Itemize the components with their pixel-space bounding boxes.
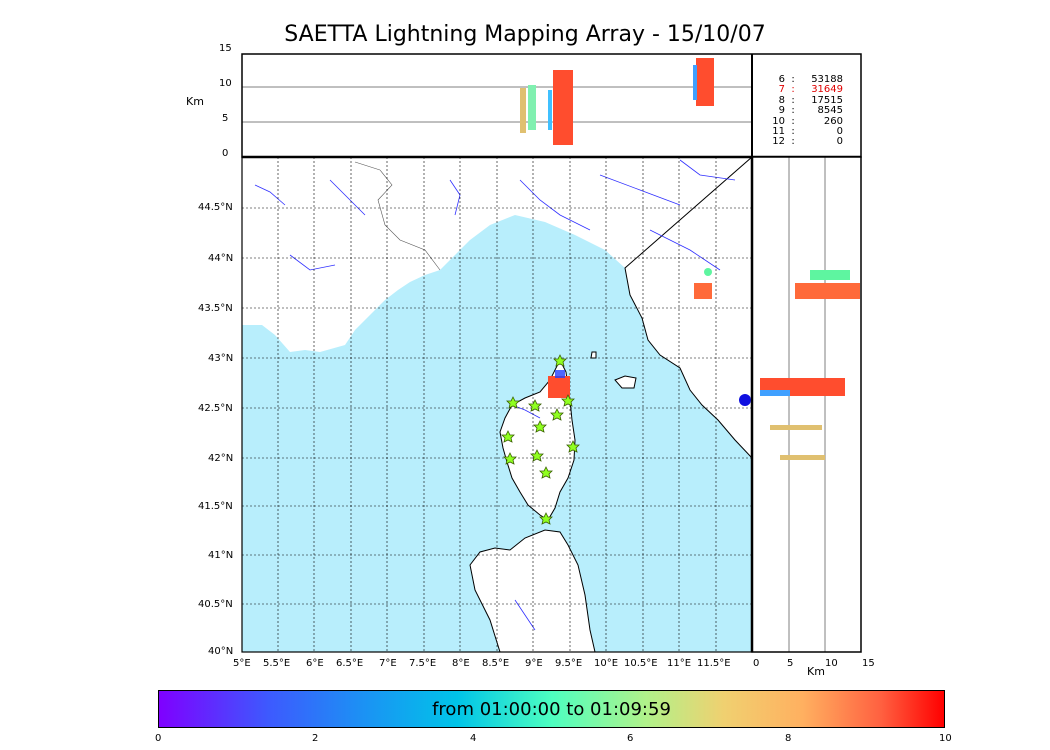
count-row: 8 : 17515 — [763, 94, 843, 106]
lat-tick: 42°N — [208, 453, 234, 464]
star-icon — [550, 408, 564, 421]
rivers — [254, 159, 736, 631]
colorbar-tick: 6 — [627, 733, 634, 744]
source-count: 31649 — [811, 84, 843, 96]
lon-tick: 7.5°E — [409, 658, 437, 669]
time-colorbar: from 01:00:00 to 01:09:59 — [158, 690, 945, 728]
star-icon — [539, 512, 553, 525]
lon-tick: 6.5°E — [336, 658, 364, 669]
separator: : — [791, 84, 795, 96]
star-icon — [533, 420, 547, 433]
source-count: 0 — [836, 136, 843, 148]
lon-tick: 11°E — [667, 658, 692, 669]
colorbar-label: from 01:00:00 to 01:09:59 — [432, 698, 671, 720]
lon-tick: 10.5°E — [624, 658, 658, 669]
count-row: 9 : 8545 — [763, 105, 843, 117]
star-icon — [501, 430, 515, 443]
separator: : — [791, 74, 795, 85]
lat-tick: 44.5°N — [198, 202, 233, 213]
lat-tick: 40.5°N — [198, 599, 233, 610]
count-row: 10 : 260 — [763, 115, 843, 127]
side-tick: 10 — [825, 658, 838, 669]
stations-number: 6 — [778, 74, 785, 85]
star-icon — [506, 396, 520, 409]
map-lightning — [548, 268, 751, 406]
separator: : — [791, 115, 795, 127]
stations-number: 11 — [772, 126, 785, 138]
plot-title: SAETTA Lightning Mapping Array - 15/10/0… — [284, 22, 766, 47]
colorbar-tick: 10 — [939, 733, 952, 744]
lat-tick: 43°N — [208, 353, 234, 364]
separator: : — [791, 105, 795, 117]
map-panel — [241, 155, 753, 653]
lon-tick: 5.5°E — [263, 658, 291, 669]
star-icon — [530, 449, 544, 462]
colorbar-tick: 0 — [155, 733, 162, 744]
stations-number: 8 — [778, 94, 785, 106]
altitude-tick: 5 — [222, 113, 229, 124]
altitude-ylabel: Km — [186, 95, 204, 108]
colorbar-tick: 4 — [470, 733, 477, 744]
side-tick: 5 — [787, 658, 794, 669]
count-row: 12 : 0 — [763, 136, 843, 148]
colorbar-tick: 2 — [312, 733, 319, 744]
side-panel — [750, 156, 862, 653]
lon-tick: 10°E — [594, 658, 619, 669]
lon-tick: 5°E — [233, 658, 251, 669]
source-count: 0 — [836, 126, 843, 138]
star-icon — [503, 452, 517, 465]
lon-tick: 8.5°E — [482, 658, 510, 669]
star-icon — [566, 440, 580, 453]
source-count: 17515 — [811, 94, 843, 106]
lon-tick: 9.5°E — [555, 658, 583, 669]
lon-tick: 7°E — [379, 658, 397, 669]
lat-tick: 44°N — [208, 253, 234, 264]
lat-tick: 41.5°N — [198, 501, 233, 512]
altitude-tick: 15 — [219, 43, 232, 54]
station-count-table: 6 : 53188 7 : 31649 8 : 17515 9 : 8545 1… — [763, 74, 843, 148]
star-icon — [561, 394, 575, 407]
count-row: 6 : 53188 — [763, 74, 843, 85]
star-icon — [528, 399, 542, 412]
lat-tick: 43.5°N — [198, 303, 233, 314]
stations-number: 9 — [778, 105, 785, 117]
separator: : — [791, 94, 795, 106]
count-row: 7 : 31649 — [763, 84, 843, 96]
altitude-tick: 10 — [219, 78, 232, 89]
altitude-tick: 0 — [222, 148, 229, 159]
star-icon — [553, 354, 567, 367]
source-count: 8545 — [817, 105, 843, 117]
side-tick: 0 — [753, 658, 760, 669]
star-icon — [539, 466, 553, 479]
separator: : — [791, 126, 795, 138]
colorbar-tick: 8 — [785, 733, 792, 744]
lat-tick: 42.5°N — [198, 403, 233, 414]
elba-island — [614, 375, 637, 389]
stations-number: 10 — [772, 115, 785, 127]
map-grid — [242, 157, 752, 652]
lon-tick: 8°E — [452, 658, 470, 669]
source-count: 53188 — [811, 74, 843, 85]
stations-number: 12 — [772, 136, 785, 148]
lon-tick: 6°E — [306, 658, 324, 669]
source-count: 260 — [823, 115, 843, 127]
station-markers — [501, 354, 580, 525]
lon-tick: 9°E — [525, 658, 543, 669]
stations-number: 7 — [778, 84, 785, 96]
sardinia-island — [469, 529, 596, 653]
count-row: 11 : 0 — [763, 126, 843, 138]
lon-tick: 11.5°E — [697, 658, 731, 669]
lat-tick: 40°N — [208, 646, 234, 657]
side-xlabel: Km — [807, 665, 825, 678]
side-tick: 15 — [862, 658, 875, 669]
lat-tick: 41°N — [208, 550, 234, 561]
separator: : — [791, 136, 795, 148]
